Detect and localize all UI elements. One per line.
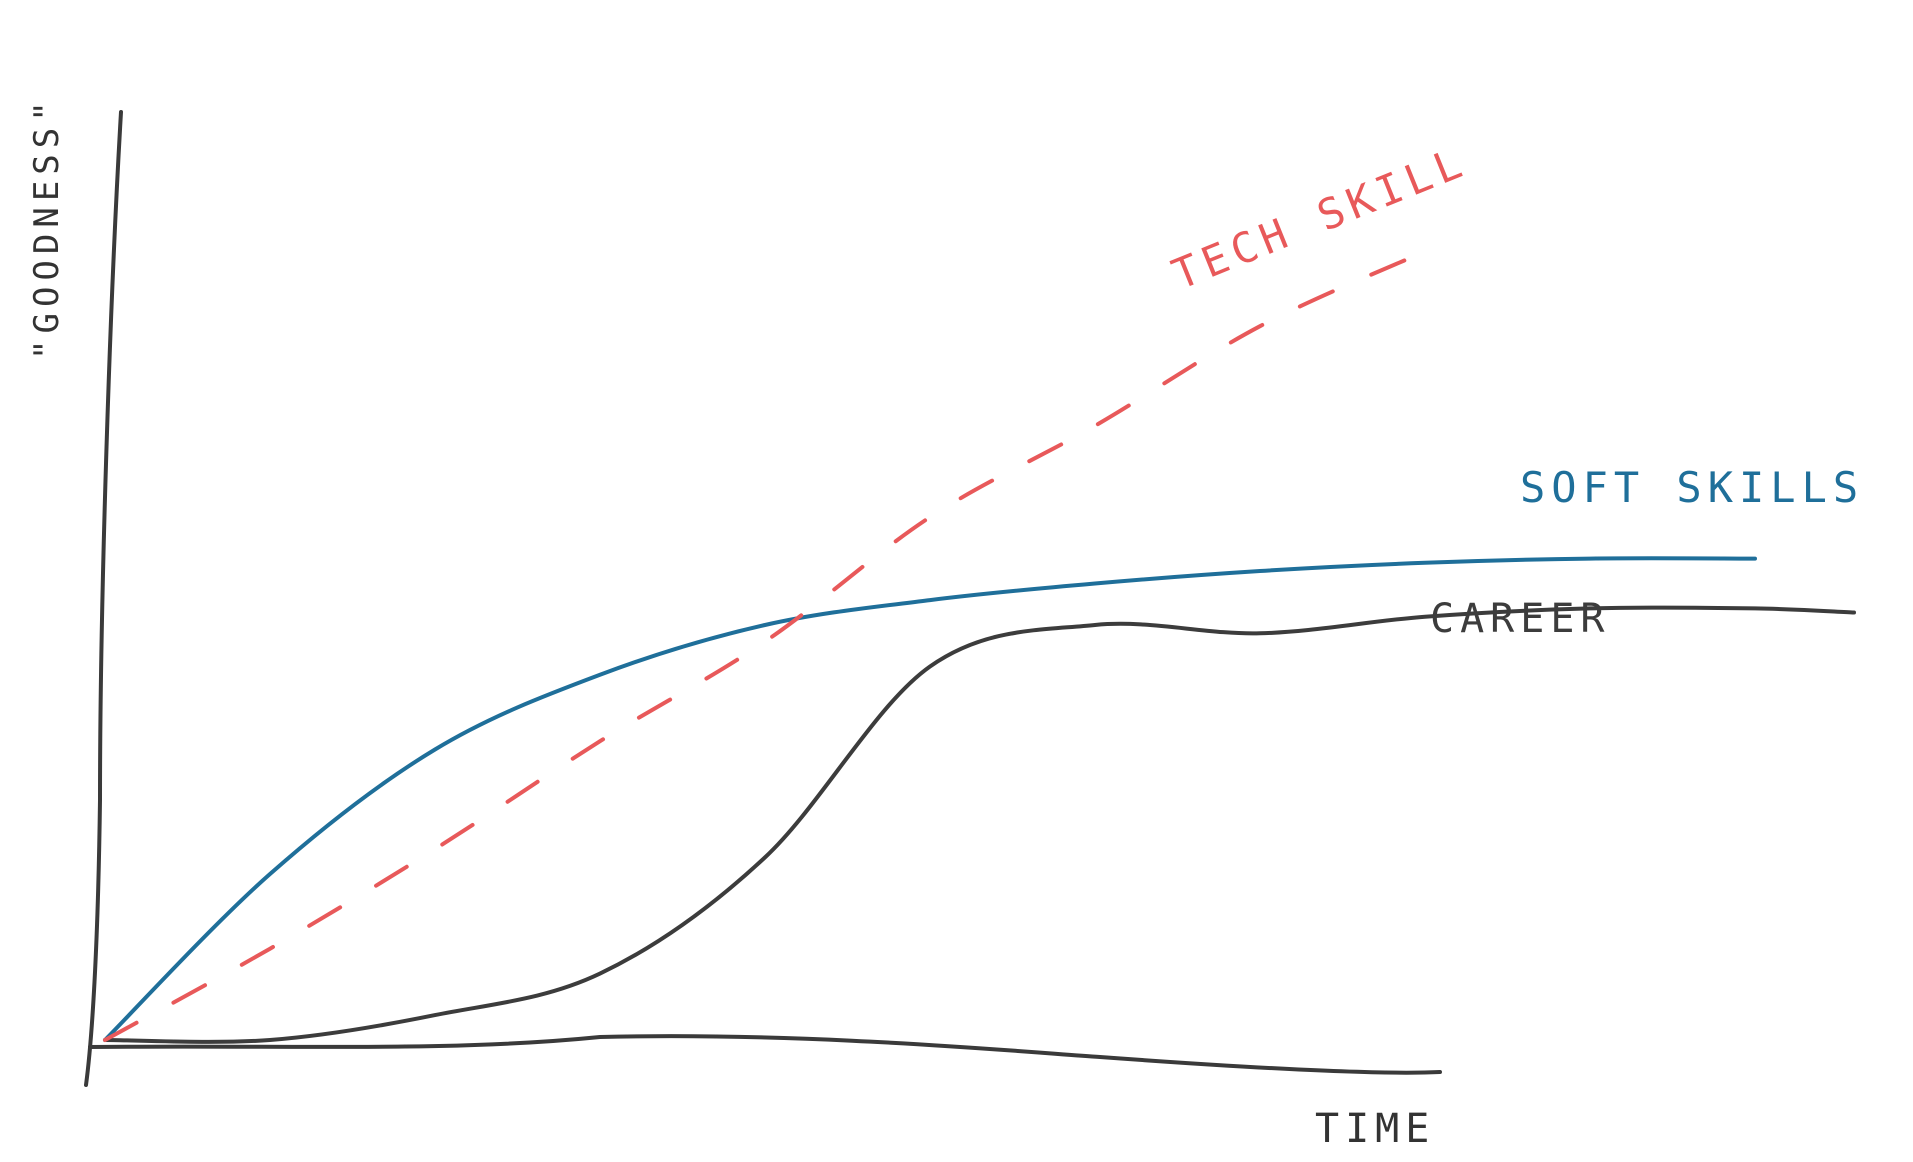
y-axis-label: "GOODNESS"	[27, 95, 67, 360]
series-line-career	[103, 605, 1856, 1044]
series-layer	[103, 249, 1856, 1044]
series-label-soft-skills: SOFT SKILLS	[1520, 463, 1864, 512]
axes	[84, 110, 1442, 1087]
series-label-career: CAREER	[1430, 596, 1611, 642]
x-axis-line	[88, 1034, 1442, 1075]
series-line-soft-skills	[103, 556, 1757, 1042]
y-axis-line	[84, 110, 123, 1087]
series-line-tech-skill	[103, 249, 1427, 1042]
x-axis-label: TIME	[1315, 1106, 1435, 1152]
series-label-tech-skill: TECH SKILL	[1165, 137, 1473, 300]
